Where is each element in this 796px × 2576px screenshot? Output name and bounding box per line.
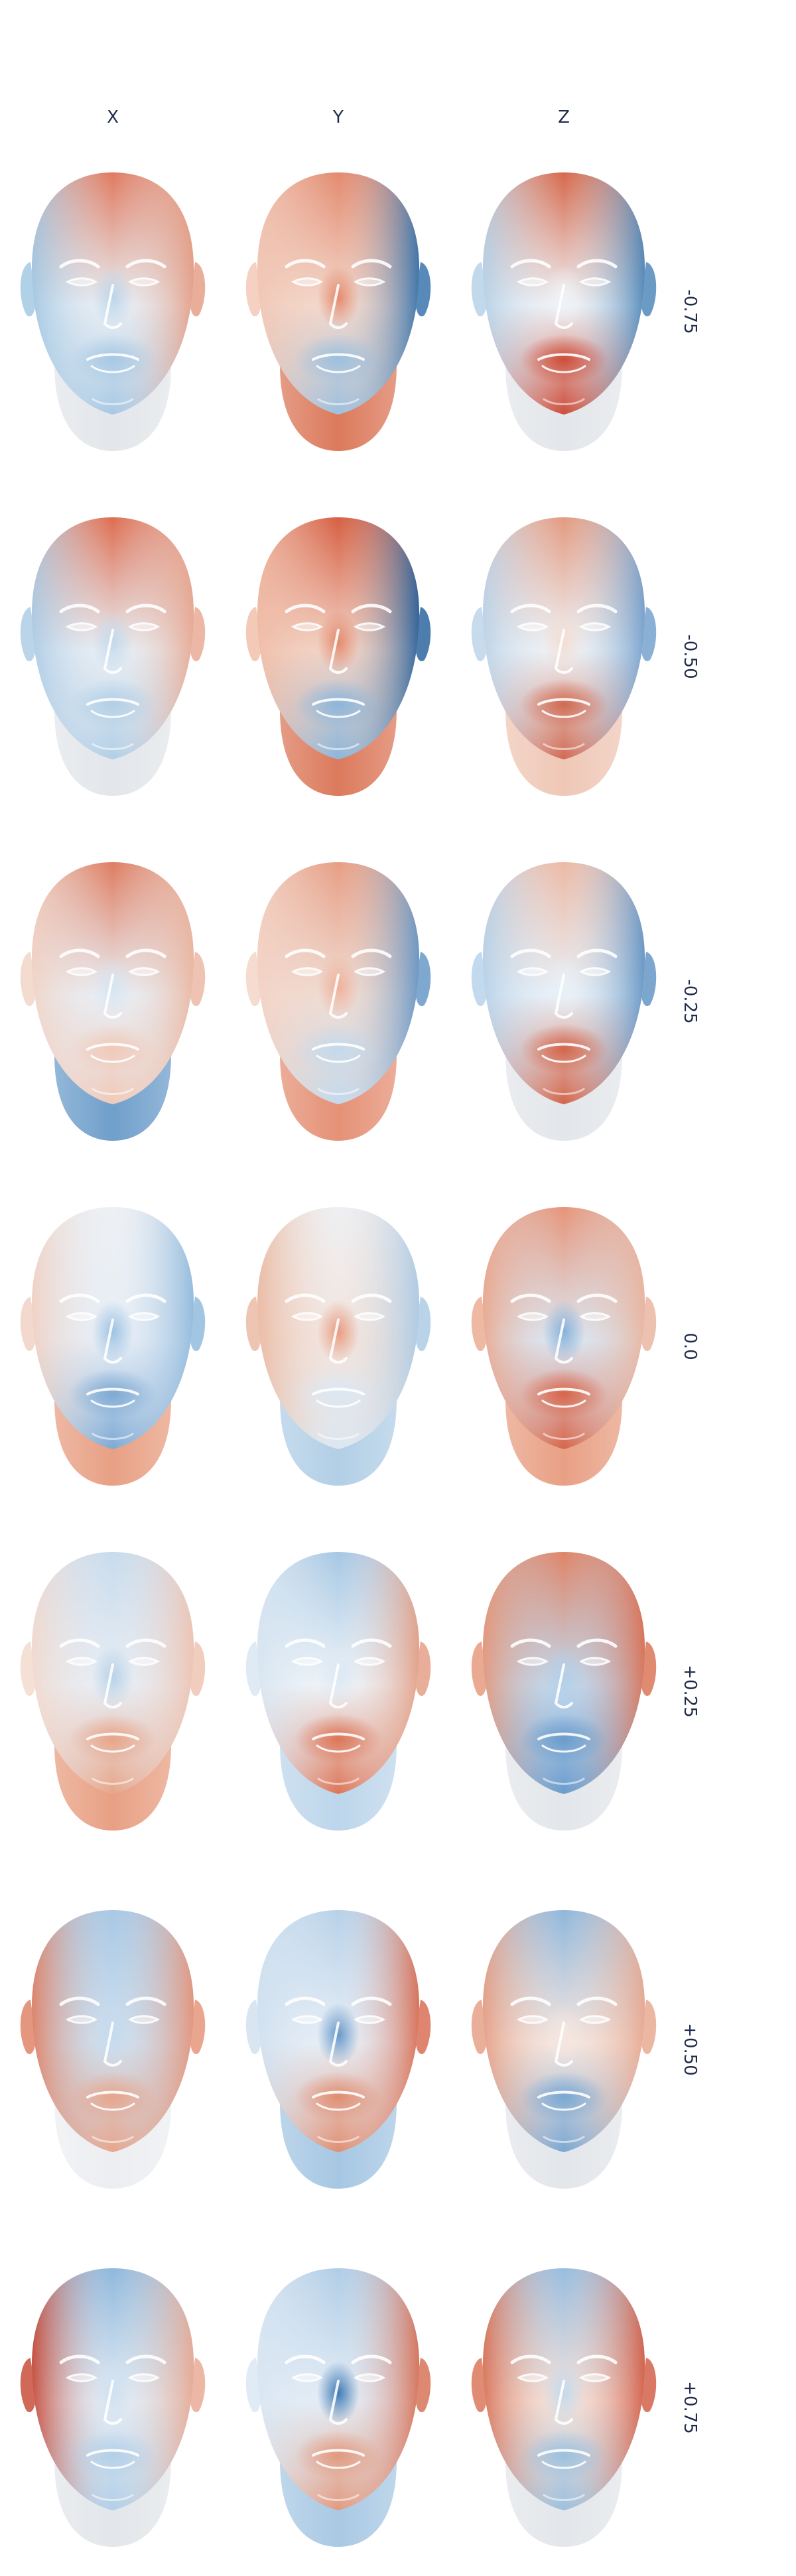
face-x-row-2 [13, 491, 212, 822]
face-surface [483, 1910, 645, 2152]
face-surface [257, 1207, 419, 1449]
face-surface [32, 862, 194, 1104]
row-label: +0.75 [680, 2381, 700, 2434]
face-y-row-2 [239, 491, 438, 822]
facial-features [59, 1293, 166, 1440]
face-surface [483, 2268, 645, 2510]
row-label: -0.75 [680, 289, 700, 334]
face-surface [257, 172, 419, 415]
facial-features [59, 2354, 166, 2501]
face-x-row-7 [13, 2242, 212, 2573]
facial-features [59, 1996, 166, 2143]
face-surface [483, 862, 645, 1104]
face-surface [483, 1552, 645, 1794]
facial-features [510, 948, 618, 1095]
face-x-row-1 [13, 146, 212, 478]
face-y-row-1 [239, 146, 438, 478]
face-z-row-2 [464, 491, 663, 822]
face-y-row-5 [239, 1525, 438, 1857]
facial-features [285, 1293, 392, 1440]
face-surface [32, 172, 194, 415]
face-surface [32, 1207, 194, 1449]
row-label: -0.50 [680, 634, 700, 679]
face-z-row-4 [464, 1181, 663, 1512]
facial-features [510, 1293, 618, 1440]
facial-features [59, 948, 166, 1095]
row-label: +0.25 [680, 1665, 700, 1718]
facial-features [285, 948, 392, 1095]
row-label: -0.25 [680, 979, 700, 1024]
face-z-row-1 [464, 146, 663, 478]
facial-features [285, 1996, 392, 2143]
face-y-row-6 [239, 1884, 438, 2215]
facial-features [59, 259, 166, 405]
face-surface [32, 517, 194, 759]
face-surface [257, 862, 419, 1104]
face-y-row-4 [239, 1181, 438, 1512]
face-z-row-5 [464, 1525, 663, 1857]
facial-features [510, 604, 618, 750]
face-z-row-3 [464, 836, 663, 1167]
facial-features [59, 604, 166, 750]
face-surface [257, 1552, 419, 1794]
face-surface [483, 172, 645, 415]
face-surface [32, 1552, 194, 1794]
face-surface [483, 1207, 645, 1449]
facial-features [510, 1638, 618, 1785]
face-x-row-6 [13, 1884, 212, 2215]
face-surface [32, 1910, 194, 2152]
column-label-y: Y [333, 107, 344, 127]
column-label-x: X [107, 107, 119, 127]
face-surface [257, 1910, 419, 2152]
facial-features [285, 259, 392, 405]
face-surface [257, 517, 419, 759]
face-y-row-7 [239, 2242, 438, 2573]
face-surface [32, 2268, 194, 2510]
facial-features [510, 1996, 618, 2143]
row-label: 0.0 [680, 1332, 700, 1360]
face-x-row-5 [13, 1525, 212, 1857]
facial-features [285, 2354, 392, 2501]
face-surface [257, 2268, 419, 2510]
face-x-row-3 [13, 836, 212, 1167]
face-z-row-6 [464, 1884, 663, 2215]
face-x-row-4 [13, 1181, 212, 1512]
face-z-row-7 [464, 2242, 663, 2573]
column-label-z: Z [558, 107, 570, 127]
row-label: +0.50 [680, 2023, 700, 2076]
facial-features [285, 604, 392, 750]
facial-features [510, 2354, 618, 2501]
face-surface [483, 517, 645, 759]
facial-features [59, 1638, 166, 1785]
facial-features [510, 259, 618, 405]
face-y-row-3 [239, 836, 438, 1167]
facial-features [285, 1638, 392, 1785]
